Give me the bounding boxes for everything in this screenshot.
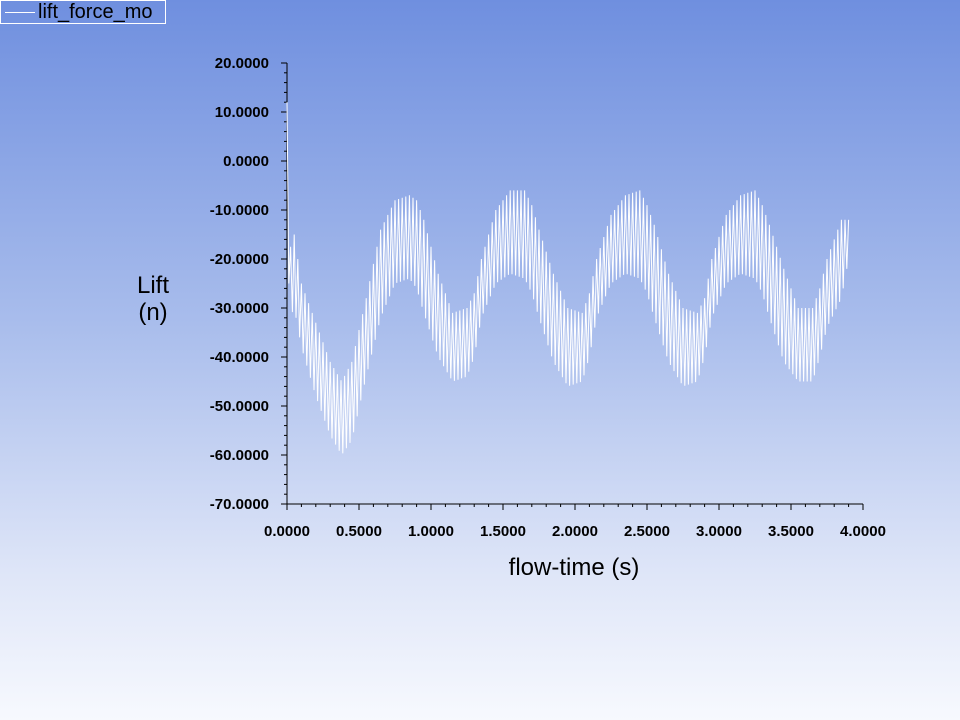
x-tick-label: 4.0000 (840, 523, 886, 540)
x-tick-label: 0.5000 (336, 523, 382, 540)
x-axis-title: flow-time (s) (509, 554, 640, 581)
y-tick-label: -70.0000 (210, 496, 269, 513)
y-tick-label: 0.0000 (223, 153, 269, 170)
x-tick-label: 3.0000 (696, 523, 742, 540)
x-tick-label: 0.0000 (264, 523, 310, 540)
x-tick-label: 3.5000 (768, 523, 814, 540)
x-ticks: 0.0000 0.5000 1.0000 1.5000 2.0000 2.5000 3.00… (264, 504, 886, 540)
y-tick-label: -50.0000 (210, 398, 269, 415)
legend-swatch (5, 11, 35, 13)
axes: 20.0000 10.0000 0.0000 -10.0000 -20.0000 -30.… (210, 55, 886, 540)
y-tick-label: -40.0000 (210, 349, 269, 366)
legend: lift_force_mo (0, 0, 166, 24)
y-tick-label: 20.0000 (215, 55, 269, 72)
y-axis-title-line2: (n) (138, 299, 167, 326)
y-tick-label: -30.0000 (210, 300, 269, 317)
legend-label: lift_force_mo (38, 0, 153, 23)
y-axis-title-line1: Lift (137, 272, 169, 299)
x-tick-label: 2.5000 (624, 523, 670, 540)
x-tick-label: 1.5000 (480, 523, 526, 540)
x-tick-label: 1.0000 (408, 523, 454, 540)
y-tick-label: 10.0000 (215, 104, 269, 121)
y-tick-label: -10.0000 (210, 202, 269, 219)
x-tick-label: 2.0000 (552, 523, 598, 540)
series-line-lift-force (286, 102, 850, 454)
y-tick-label: -60.0000 (210, 447, 269, 464)
y-ticks: 20.0000 10.0000 0.0000 -10.0000 -20.0000 -30.… (210, 55, 287, 513)
y-tick-label: -20.0000 (210, 251, 269, 268)
